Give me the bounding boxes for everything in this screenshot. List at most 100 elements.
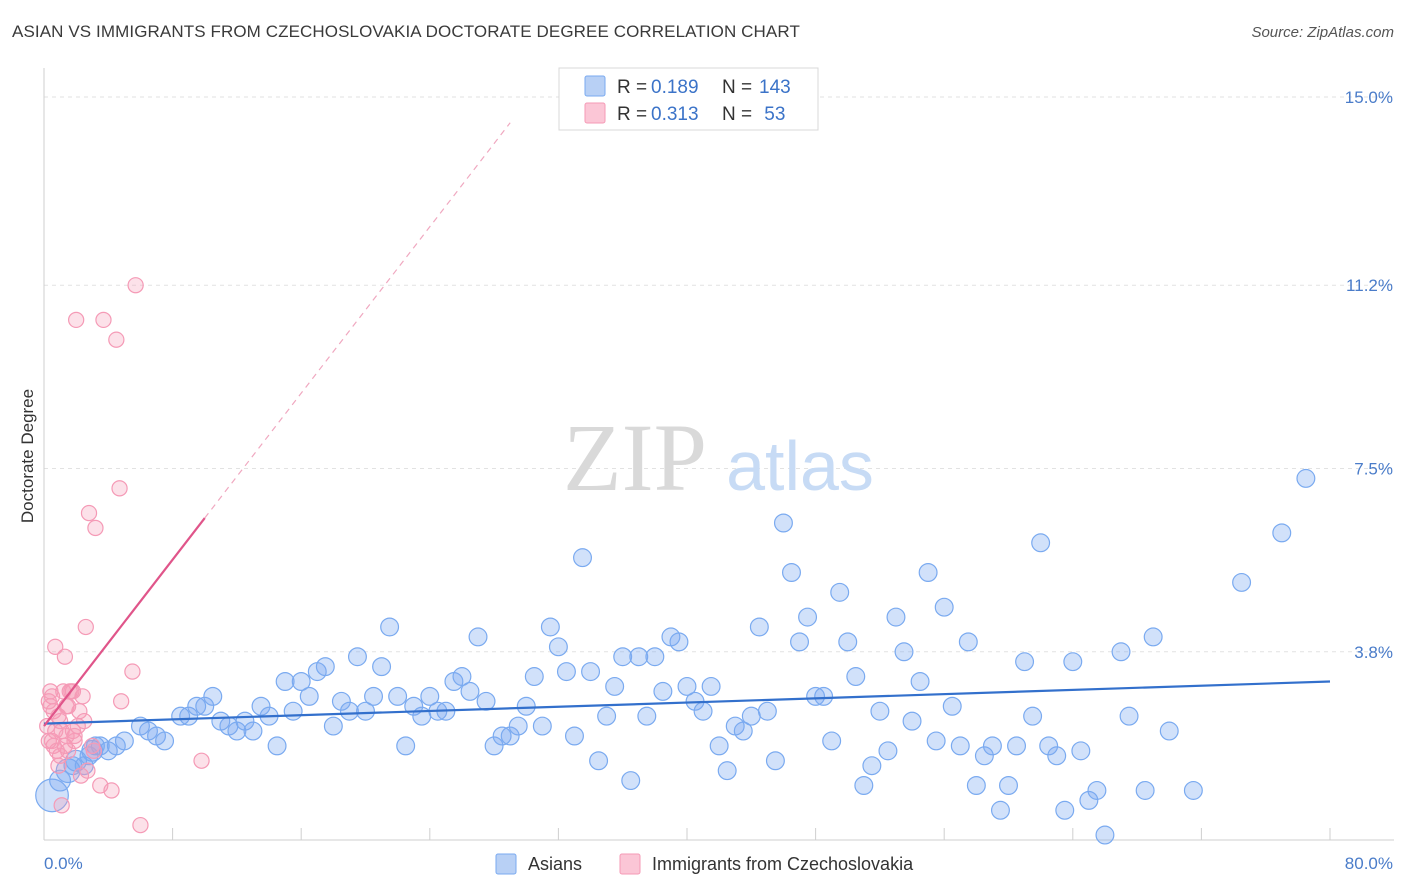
legend-r-label-czech: R = (617, 104, 647, 125)
asian-point (1095, 825, 1115, 845)
czech-point (40, 732, 57, 750)
series-legend: Asians Immigrants from Czechoslovakia (495, 853, 914, 875)
czech-point (108, 331, 125, 348)
asian-point (500, 726, 520, 746)
czech-trend-line (43, 517, 206, 727)
czech-point (51, 712, 69, 730)
asian-point (1111, 642, 1131, 662)
czech-point (74, 688, 91, 705)
asian-point (790, 632, 810, 652)
stats-legend: R = 0.189 N = 143 R = 0.313 N = 53 (558, 67, 819, 131)
asian-point (717, 761, 737, 781)
asian-point (798, 607, 818, 627)
y-tick-label: 11.2% (1346, 276, 1393, 295)
x-tick-label-max: 80.0% (1345, 854, 1393, 873)
asian-point (613, 647, 633, 667)
asian-point (1079, 790, 1099, 810)
asian-point (267, 736, 287, 756)
asian-point (838, 632, 858, 652)
asian-point (1143, 627, 1163, 647)
asian-point (532, 716, 552, 736)
czech-point (80, 504, 98, 522)
asian-point (85, 736, 105, 756)
asian-point (1159, 721, 1179, 741)
asian-point (637, 706, 657, 726)
chart-source: Source: ZipAtlas.com (1251, 24, 1394, 41)
asian-point (187, 696, 207, 716)
czech-point (66, 727, 83, 745)
legend-r-value-asian: 0.189 (651, 77, 699, 98)
asian-point (516, 696, 536, 716)
asian-point (966, 776, 986, 796)
asian-point (452, 667, 472, 687)
czech-point (111, 480, 128, 497)
asian-point (1183, 780, 1203, 800)
asian-point (902, 711, 922, 731)
asian-point (548, 637, 568, 657)
czech-point (77, 618, 94, 636)
czech-point (127, 277, 144, 294)
legend-n-value-asian: 143 (759, 77, 791, 98)
czech-point (124, 663, 141, 680)
asian-point (468, 627, 488, 647)
asian-point (1272, 523, 1292, 543)
czech-point (43, 688, 61, 705)
asian-point (693, 701, 713, 721)
asian-point (822, 731, 842, 751)
asian-point (356, 701, 375, 721)
asian-point (830, 582, 850, 602)
asian-point (621, 771, 641, 791)
asian-point (814, 686, 834, 706)
legend-n-value-czech: 53 (759, 104, 785, 125)
asian-point (653, 681, 673, 701)
asian-point (420, 686, 440, 706)
asian-point (155, 731, 175, 751)
czech-point (193, 752, 210, 769)
asian-point (49, 769, 72, 792)
czech-point (45, 737, 62, 755)
asian-point (854, 776, 874, 796)
asian-points (35, 468, 1316, 845)
asian-point (299, 686, 319, 706)
watermark: ZIP atlas (563, 404, 874, 511)
asian-point (701, 676, 721, 696)
asian-point (846, 667, 866, 687)
asian-point (934, 597, 954, 617)
asian-point (950, 736, 970, 756)
trend-lines (43, 122, 1331, 727)
czech-point (59, 742, 77, 759)
asian-point (1015, 652, 1035, 672)
asian-point (677, 676, 697, 696)
czech-point (67, 311, 85, 329)
legend-n-label-czech: N = (722, 104, 752, 125)
asian-point (1119, 706, 1139, 726)
asian-point (1087, 780, 1107, 800)
asian-point (709, 736, 729, 756)
asian-point (283, 701, 303, 721)
asian-point (347, 647, 367, 667)
czech-point (53, 797, 70, 814)
czech-point (113, 693, 130, 710)
czech-point (47, 638, 64, 655)
czech-trend-extension (204, 122, 511, 519)
asian-point (878, 741, 898, 761)
asian-point (227, 721, 247, 741)
asian-point (1296, 468, 1316, 488)
czech-point (103, 782, 120, 799)
asian-point (524, 667, 544, 687)
asian-point (1039, 736, 1059, 756)
asian-point (806, 686, 826, 706)
asian-point (958, 632, 978, 652)
asian-point (581, 662, 601, 682)
czech-points (39, 277, 210, 834)
asian-point (331, 691, 351, 711)
czech-point (58, 698, 75, 715)
asian-point (396, 736, 416, 756)
asian-point (291, 672, 311, 691)
asian-point (195, 696, 215, 716)
asian-point (999, 776, 1018, 796)
asian-point (364, 686, 384, 706)
asian-point (918, 563, 938, 583)
asian-point (741, 706, 761, 726)
asian-point (862, 756, 882, 776)
